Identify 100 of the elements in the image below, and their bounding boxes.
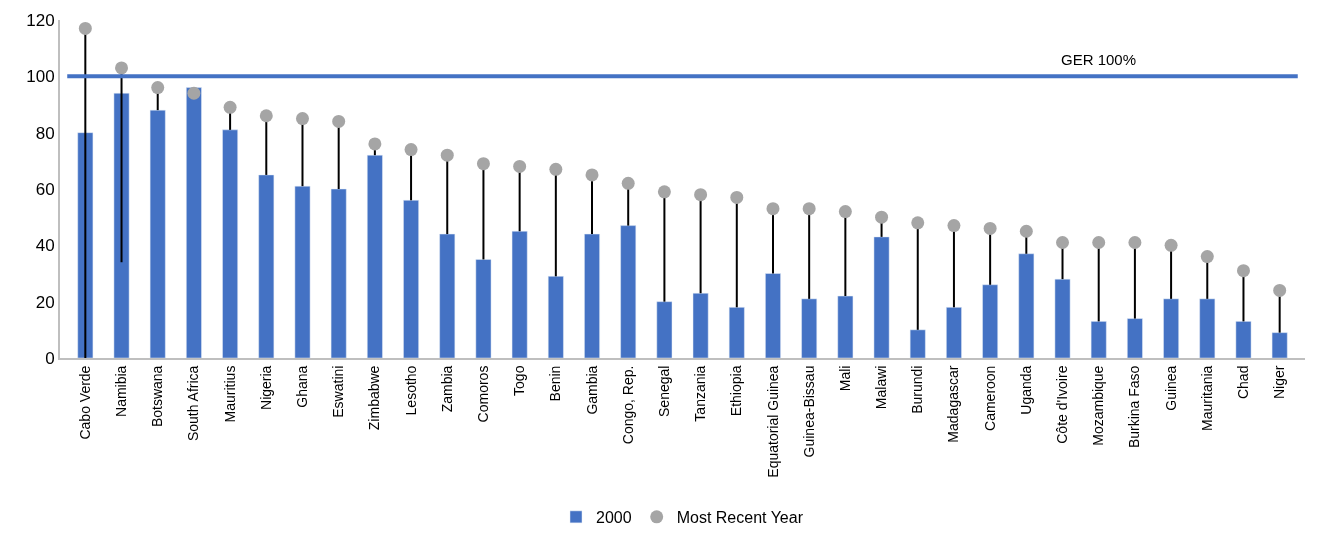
x-tick-label: Mauritania: [1198, 365, 1215, 431]
y-tick-label: 60: [35, 179, 55, 199]
bar: [873, 236, 890, 358]
point: [368, 137, 382, 151]
bar: [946, 307, 962, 358]
point: [1200, 250, 1214, 264]
point: [440, 148, 454, 162]
bar: [1235, 321, 1252, 358]
bar: [186, 87, 202, 358]
point: [115, 61, 129, 75]
x-tick-label: Togo: [511, 365, 528, 396]
bar: [728, 307, 745, 358]
bar: [1127, 318, 1143, 358]
point: [1056, 236, 1070, 250]
point: [549, 162, 563, 176]
bar: [909, 329, 926, 358]
x-tick-label: Burundi: [909, 365, 926, 414]
x-tick-label: Burkina Faso: [1126, 365, 1143, 449]
point: [875, 210, 889, 224]
x-tick-label: Namibia: [113, 365, 130, 417]
point: [404, 143, 418, 157]
point: [947, 219, 961, 233]
point: [1164, 238, 1178, 252]
point: [476, 157, 490, 171]
x-tick-label: Tanzania: [692, 365, 709, 422]
bar: [656, 301, 673, 358]
x-tick-label: Zambia: [438, 365, 455, 413]
bar: [982, 284, 998, 358]
x-tick-label: Lesotho: [402, 365, 419, 416]
point: [911, 216, 925, 230]
y-tick-label: 80: [35, 123, 55, 143]
point: [513, 159, 527, 173]
bar: [511, 231, 528, 358]
bar: [475, 259, 492, 358]
point: [187, 86, 201, 100]
x-tick-label: Guinea-Bissau: [800, 365, 817, 458]
y-tick-label: 0: [45, 348, 55, 368]
bar: [765, 273, 781, 358]
point: [730, 190, 744, 204]
x-tick-label: Eswatini: [330, 365, 347, 418]
bar: [403, 200, 419, 358]
x-tick-label: Cabo Verde: [76, 365, 93, 440]
x-tick-label: Guinea: [1162, 365, 1179, 411]
bar: [584, 233, 600, 358]
bar: [149, 109, 166, 358]
x-tick-label: Cameroon: [981, 365, 998, 431]
point: [259, 109, 273, 123]
x-tick-label: Comoros: [474, 365, 491, 423]
x-tick-label: Nigeria: [257, 365, 274, 410]
bar: [837, 295, 854, 358]
bar: [1090, 321, 1107, 358]
x-tick-label: Uganda: [1017, 365, 1034, 415]
bar: [547, 276, 564, 358]
bar: [1271, 332, 1288, 358]
point: [78, 21, 92, 35]
x-tick-label: Malawi: [873, 365, 890, 410]
ref-line-label: GER 100%: [1061, 51, 1137, 68]
x-tick-label: Niger: [1271, 365, 1288, 400]
point: [223, 100, 237, 114]
point: [296, 112, 309, 126]
bar: [1018, 253, 1035, 358]
x-tick-label: Chad: [1235, 365, 1252, 400]
point: [1092, 236, 1106, 250]
bar: [1163, 298, 1179, 358]
bar: [1199, 298, 1216, 358]
point: [1273, 283, 1287, 297]
bar: [1054, 278, 1071, 358]
y-tick-label: 20: [35, 292, 55, 312]
x-tick-label: Equatorial Guinea: [764, 365, 781, 478]
point: [585, 168, 599, 182]
point: [838, 205, 852, 219]
x-tick-label: Mozambique: [1090, 365, 1107, 446]
point: [621, 176, 635, 190]
x-tick-label: South Africa: [185, 365, 202, 442]
y-tick-label: 40: [35, 236, 55, 256]
point: [1236, 264, 1250, 278]
bar: [367, 154, 383, 358]
x-tick-label: Congo, Rep.: [619, 365, 636, 445]
bar: [692, 292, 709, 358]
point: [802, 202, 816, 216]
point: [657, 185, 671, 199]
bar: [294, 185, 311, 358]
point: [1019, 224, 1033, 238]
bar: [258, 174, 275, 358]
x-tick-label: Ethiopia: [728, 365, 745, 417]
point: [694, 188, 708, 202]
point: [332, 114, 346, 128]
x-tick-label: Zimbabwe: [366, 365, 383, 431]
x-tick-label: Madagascar: [945, 365, 962, 443]
x-tick-label: Botswana: [149, 365, 166, 428]
x-tick-label: Benin: [547, 365, 564, 402]
bar: [439, 233, 456, 358]
point: [151, 81, 165, 95]
bar: [222, 129, 238, 358]
x-tick-label: Mauritius: [221, 365, 238, 423]
y-tick-label: 120: [26, 10, 55, 30]
x-tick-label: Senegal: [655, 365, 672, 417]
bar: [620, 225, 637, 358]
legend-label: Most Recent Year: [676, 509, 804, 527]
point: [766, 202, 780, 216]
